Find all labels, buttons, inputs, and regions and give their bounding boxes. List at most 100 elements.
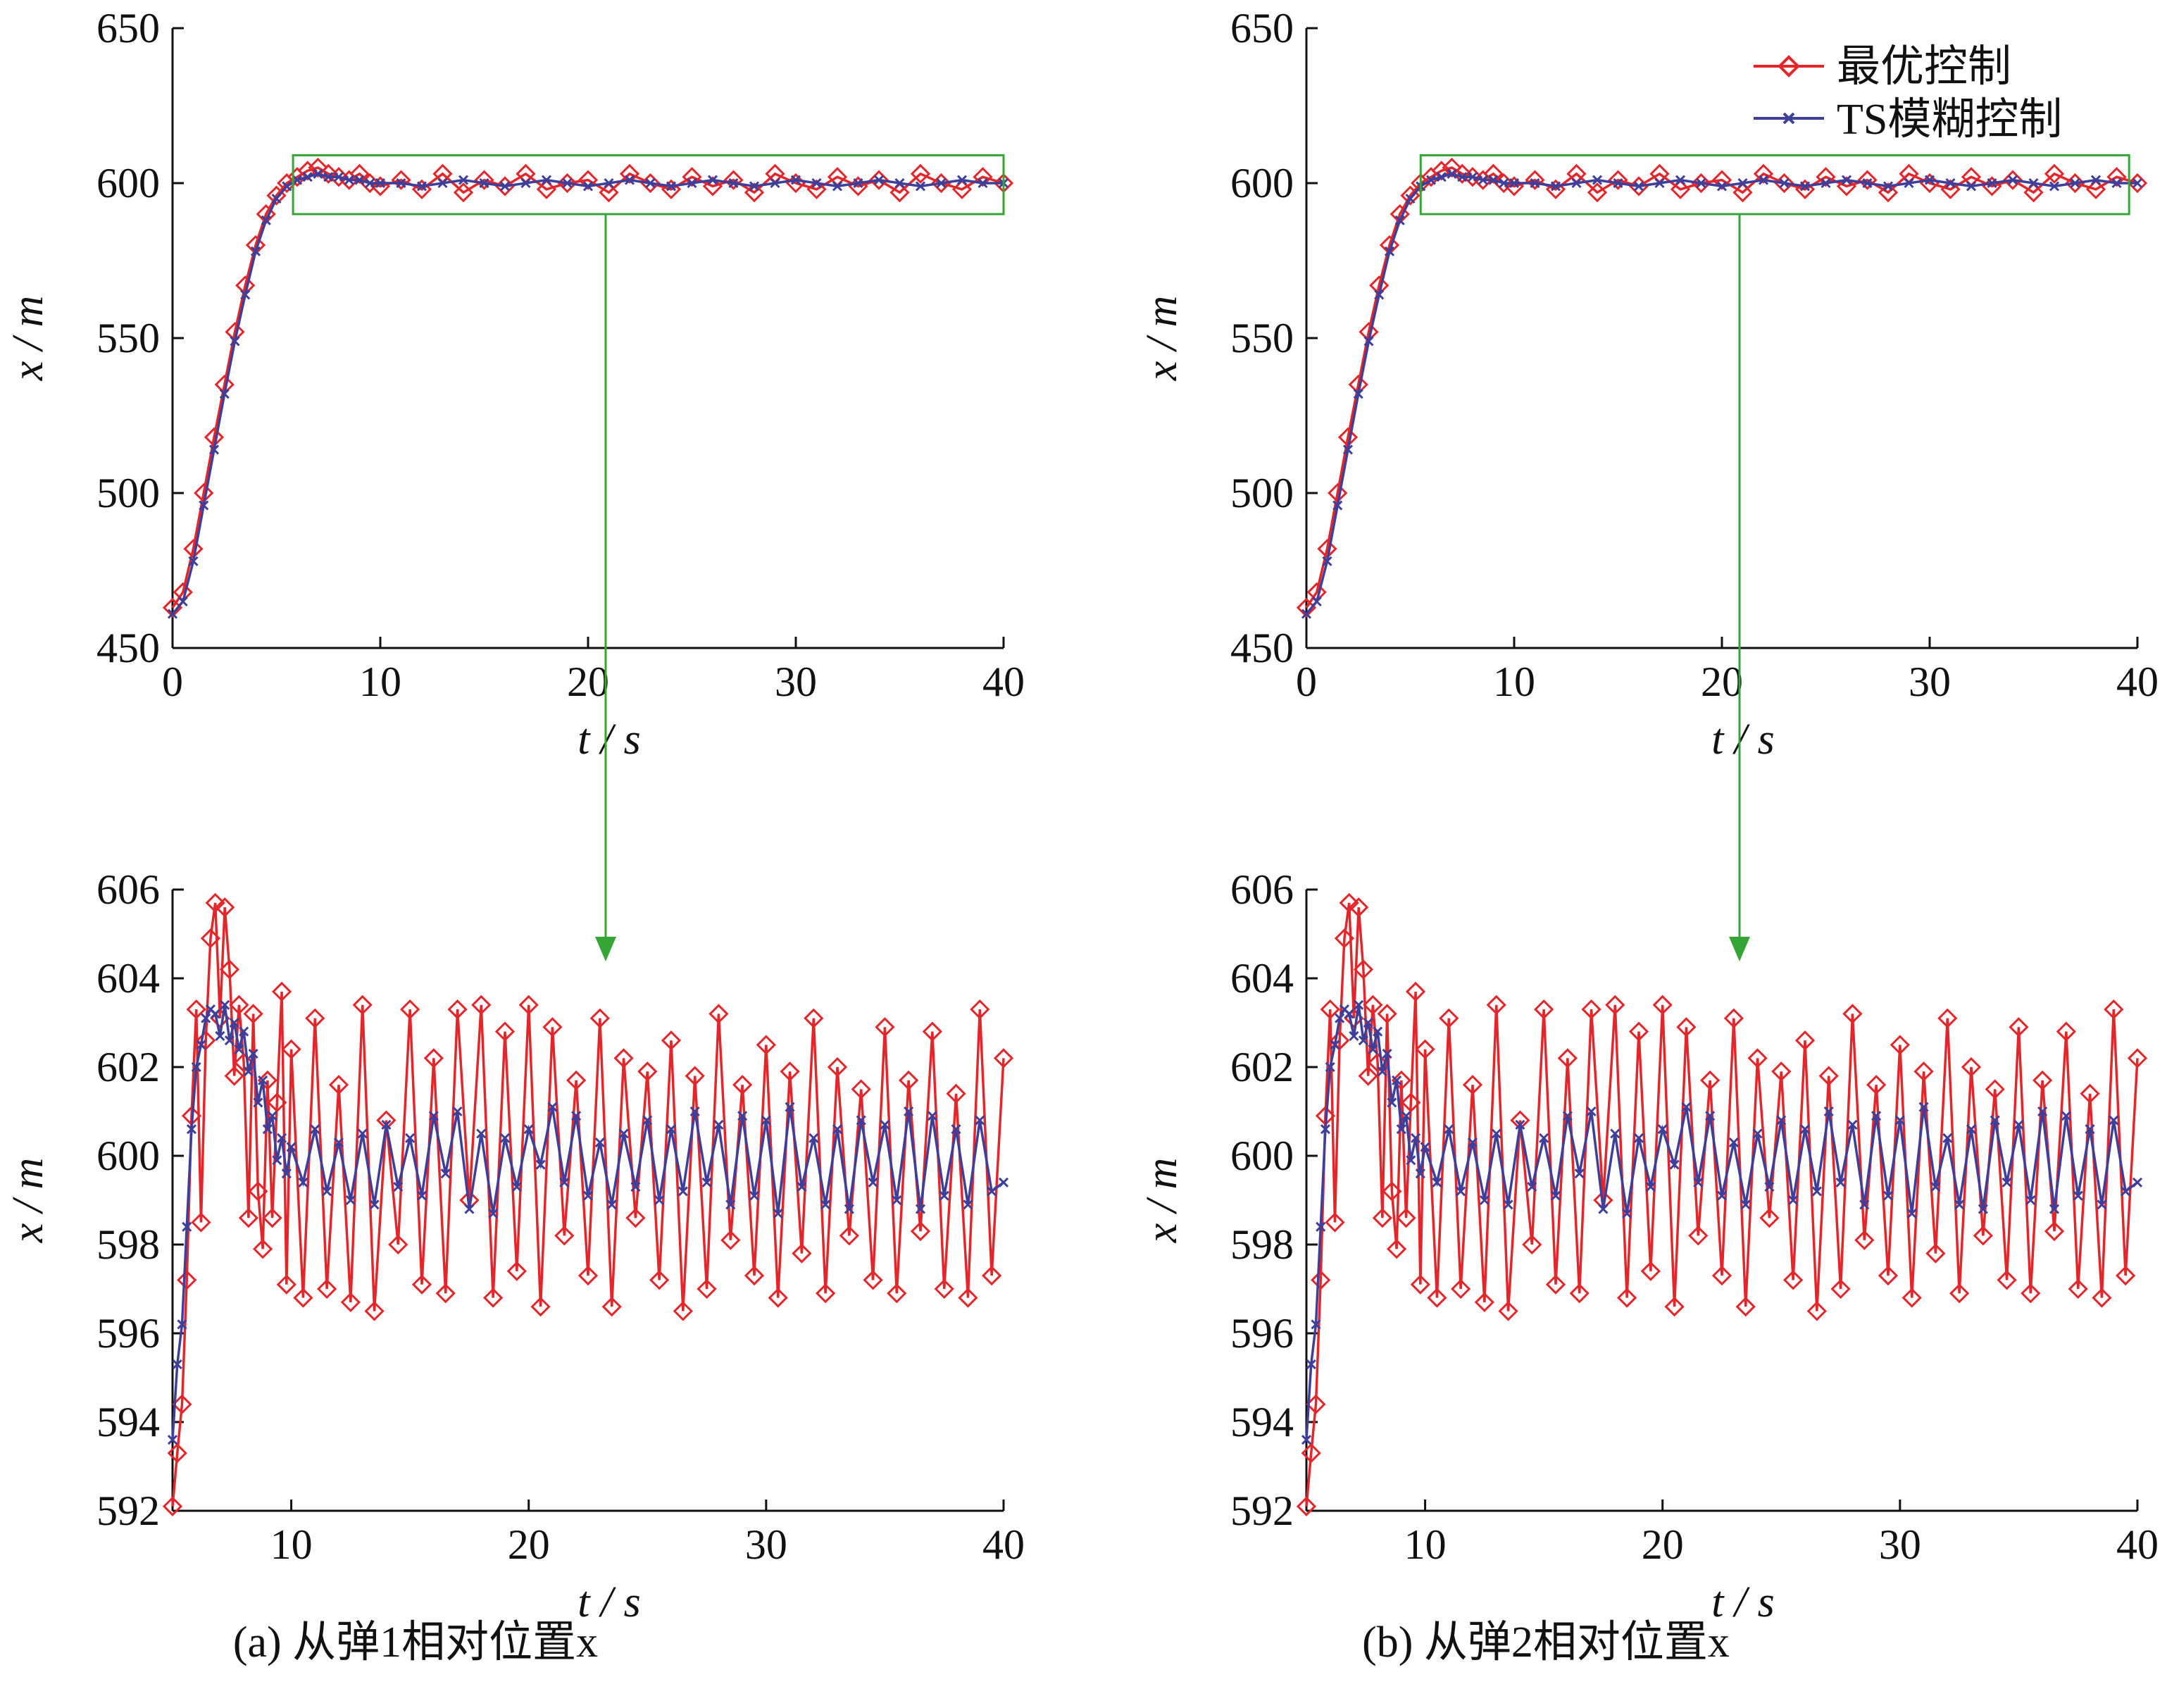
point-marker-fuzzy [1467, 172, 1478, 182]
x-tick-label: 30 [745, 1521, 787, 1568]
point-marker-fuzzy [624, 175, 635, 185]
point-marker-optimal [1628, 1021, 1649, 1042]
point-marker-fuzzy [1990, 1115, 2000, 1126]
point-marker-fuzzy [277, 1133, 287, 1143]
point-marker-optimal [1462, 1075, 1483, 1095]
point-marker-optimal [1498, 1301, 1518, 1321]
point-marker-optimal [388, 1234, 408, 1255]
x-axis-label: t / s [1711, 1578, 1775, 1626]
point-marker-fuzzy [773, 1208, 783, 1218]
point-marker-fuzzy [1657, 1124, 1668, 1135]
point-marker-fuzzy [1811, 1186, 1822, 1197]
y-tick-label: 592 [1230, 1488, 1294, 1534]
point-marker-optimal [234, 1052, 254, 1073]
point-marker-fuzzy [310, 1124, 320, 1135]
x-tick-label: 40 [982, 659, 1025, 705]
point-marker-optimal [1587, 182, 1608, 203]
point-marker-optimal [720, 1230, 741, 1250]
point-marker-fuzzy [354, 175, 365, 185]
point-marker-fuzzy [2070, 177, 2080, 189]
point-marker-optimal [352, 995, 373, 1015]
point-marker-fuzzy [333, 172, 344, 182]
point-marker-fuzzy [476, 1128, 487, 1139]
point-marker-optimal [1857, 170, 1878, 190]
x-axis-label: t / s [577, 1578, 641, 1626]
y-tick-label: 550 [1230, 315, 1294, 361]
point-marker-fuzzy [1835, 1177, 1846, 1188]
point-marker-fuzzy [1610, 1128, 1620, 1139]
point-marker-optimal [1664, 1297, 1685, 1317]
point-marker-fuzzy [464, 1204, 475, 1214]
point-marker-optimal [340, 1292, 361, 1313]
point-marker-optimal [1382, 1181, 1402, 1202]
point-marker-fuzzy [215, 1030, 225, 1041]
point-marker-fuzzy [1776, 1115, 1787, 1126]
point-marker-fuzzy [281, 1168, 292, 1179]
point-marker-fuzzy [1382, 1049, 1392, 1059]
point-marker-fuzzy [975, 1115, 985, 1126]
point-marker-fuzzy [562, 177, 573, 189]
point-marker-optimal [1391, 1070, 1411, 1091]
point-marker-fuzzy [440, 1168, 451, 1179]
point-marker-optimal [224, 1066, 244, 1086]
point-marker-optimal [177, 1270, 197, 1290]
point-marker-fuzzy [853, 177, 863, 189]
point-marker-optimal [1605, 995, 1625, 1015]
point-marker-optimal [577, 170, 599, 190]
zoom-box [292, 154, 1005, 216]
point-marker-optimal [2080, 1083, 2100, 1104]
point-marker-fuzzy [357, 1128, 368, 1139]
point-marker-fuzzy [375, 177, 386, 189]
arrow-down-icon [1729, 937, 1750, 961]
point-marker-fuzzy [250, 246, 261, 256]
point-marker-fuzzy [345, 1195, 356, 1206]
y-tick-label: 450 [96, 625, 160, 671]
point-marker-fuzzy [1374, 289, 1385, 300]
y-tick-label: 596 [1230, 1310, 1294, 1357]
point-marker-fuzzy [1488, 175, 1499, 185]
point-marker-optimal [1937, 1008, 1958, 1028]
point-marker-optimal [875, 1017, 895, 1037]
point-marker-fuzzy [998, 1177, 1009, 1188]
point-marker-fuzzy [416, 181, 427, 192]
x-tick-label: 20 [567, 659, 609, 705]
point-marker-optimal [200, 928, 221, 949]
point-marker-optimal [566, 1070, 587, 1091]
x-axis-label: t / s [1711, 716, 1775, 763]
point-marker-optimal [2021, 1283, 2041, 1304]
point-marker-fuzzy [1574, 1168, 1585, 1179]
point-marker-optimal [768, 1288, 788, 1308]
point-marker-fuzzy [1592, 175, 1603, 185]
point-marker-optimal [400, 999, 420, 1020]
y-tick-label: 602 [1230, 1044, 1294, 1090]
point-marker-optimal [649, 1270, 670, 1290]
point-marker-fuzzy [1675, 175, 1686, 185]
point-marker-fuzzy [248, 1049, 258, 1059]
point-marker-fuzzy [292, 175, 303, 185]
point-marker-fuzzy [618, 1128, 629, 1139]
point-marker-optimal [281, 1039, 301, 1059]
point-marker-optimal [1334, 928, 1355, 949]
point-marker-optimal [993, 1048, 1014, 1068]
point-marker-fuzzy [1904, 177, 1914, 189]
point-marker-optimal [411, 1274, 432, 1295]
point-marker-optimal [1854, 1230, 1875, 1250]
point-marker-fuzzy [405, 1133, 416, 1143]
point-marker-fuzzy [1330, 1040, 1340, 1050]
panel-b-full-chart: 0 10 20 30 40 450 500 550 600 650 t / s x / m [1138, 5, 2159, 961]
y-tick-label: 600 [1230, 160, 1294, 206]
point-marker-optimal [2023, 182, 2044, 203]
point-marker-fuzzy [1645, 1182, 1656, 1192]
point-marker-fuzzy [737, 1111, 748, 1121]
point-marker-fuzzy [1456, 1186, 1466, 1197]
series-line-optimal [1305, 902, 2139, 1507]
point-marker-fuzzy [381, 1119, 392, 1130]
point-marker-optimal [723, 170, 744, 190]
point-marker-fuzzy [365, 177, 375, 189]
zoom-box [1419, 154, 2130, 216]
point-marker-optimal [1377, 1004, 1397, 1024]
point-marker-fuzzy [642, 1115, 653, 1126]
point-marker-fuzzy [182, 1221, 192, 1232]
point-marker-optimal [1753, 163, 1774, 184]
